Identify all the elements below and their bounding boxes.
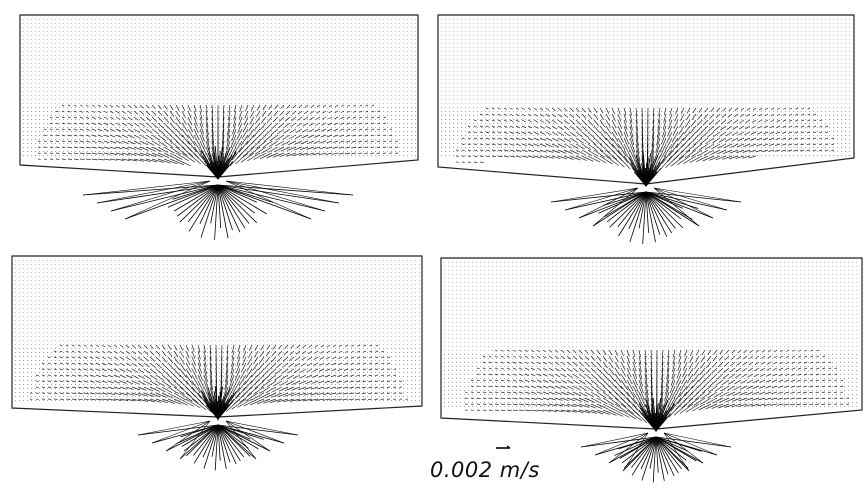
scale-label: 0.002 m/s <box>430 458 540 482</box>
panel-bottom-right <box>440 257 863 483</box>
scale-arrow <box>496 445 511 449</box>
panel-bottom-left <box>11 255 423 471</box>
panel-top-left <box>19 14 419 240</box>
panel-top-right <box>437 14 855 245</box>
